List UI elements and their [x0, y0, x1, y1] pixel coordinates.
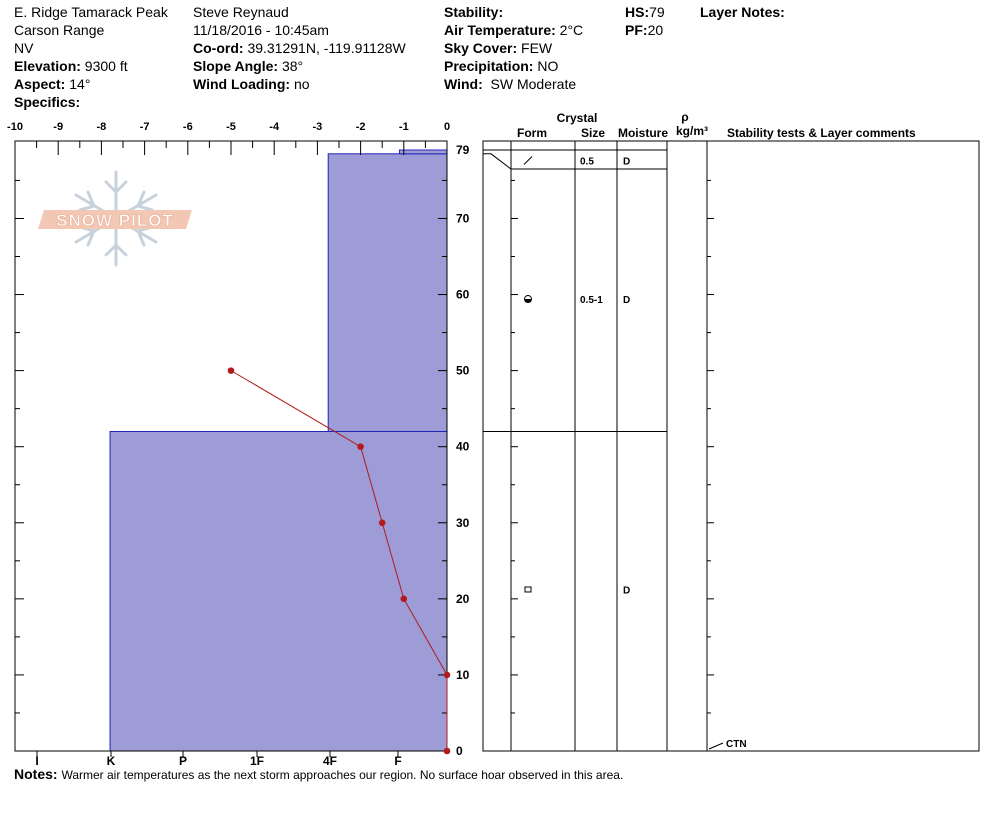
notes-text: Warmer air temperatures as the next stor… — [61, 768, 624, 782]
stability-test-pointer — [708, 742, 724, 750]
hardness-tick-label: F — [394, 754, 401, 768]
depth-tick-label: 60 — [456, 288, 470, 302]
stability-label: Stability: — [444, 4, 504, 20]
depth-tick-label: 30 — [456, 516, 470, 530]
air-temperature: Air Temperature: 2°C — [444, 22, 584, 38]
density-unit-header: kg/m³ — [676, 124, 708, 138]
wind-loading: Wind Loading: no — [193, 76, 310, 92]
layer-size: 0.5 — [580, 157, 594, 168]
wind: Wind: SW Moderate — [444, 76, 577, 92]
observer: Steve Reynaud — [193, 4, 289, 20]
temperature-point — [443, 747, 451, 755]
layer-moisture: D — [623, 157, 630, 168]
layer-size: 0.5-1 — [580, 295, 603, 306]
temperature-point — [443, 671, 451, 679]
temp-tick-label: -6 — [183, 121, 193, 133]
hardness-tick-label: I — [35, 754, 38, 768]
sky-cover: Sky Cover: FEW — [444, 40, 553, 56]
temp-tick-label: -7 — [140, 121, 150, 133]
hardness-layer-bar — [109, 430, 448, 752]
elevation: Elevation: 9300 ft — [14, 58, 128, 74]
rho-header: ρ — [681, 110, 688, 124]
temperature-point — [227, 367, 235, 374]
temp-tick-label: -10 — [7, 121, 23, 133]
temperature-point — [357, 443, 364, 450]
crystal-header: Crystal — [557, 111, 598, 125]
depth-tick-label: 20 — [456, 592, 470, 606]
state: NV — [14, 40, 34, 56]
hardness-tick-label: 1F — [250, 754, 264, 768]
stability-test-label: CTN — [726, 739, 747, 750]
size-header: Size — [581, 126, 605, 140]
hardness-layer-bar — [327, 153, 448, 432]
form-header: Form — [517, 126, 547, 140]
logo-banner — [38, 210, 192, 229]
location: E. Ridge Tamarack Peak — [14, 4, 168, 20]
layer-notes-label: Layer Notes: — [700, 4, 785, 20]
moisture-header: Moisture — [618, 126, 668, 140]
rounded-grain-fill — [524, 299, 532, 303]
depth-tick-label: 50 — [456, 364, 470, 378]
depth-tick-label: 40 — [456, 440, 470, 454]
temperature-line — [230, 370, 448, 751]
hardness-tick-label: 4F — [323, 754, 337, 768]
layer-connector — [483, 153, 512, 170]
table-frame — [482, 140, 980, 752]
height-of-snow: HS:79 — [625, 4, 665, 20]
temp-tick-label: -2 — [356, 121, 366, 133]
notes-label: Notes: — [14, 766, 58, 782]
coordinates: Co-ord: 39.31291N, -119.91128W — [193, 40, 406, 56]
temp-tick-label: -3 — [313, 121, 323, 133]
notes: Notes: Warmer air temperatures as the ne… — [14, 765, 623, 784]
hardness-tick-label: K — [107, 754, 116, 768]
mountain-range: Carson Range — [14, 22, 105, 38]
temp-tick-label: 0 — [444, 121, 450, 133]
hardness-layer-bar — [398, 149, 448, 155]
temp-tick-label: -8 — [97, 121, 107, 133]
datetime: 11/18/2016 - 10:45am — [193, 22, 329, 38]
precipitation: Precipitation: NO — [444, 58, 559, 74]
temp-tick-label: -9 — [53, 121, 63, 133]
logo-text: SNOW PILOT — [56, 211, 174, 230]
slash-icon — [523, 156, 533, 165]
temperature-point — [400, 595, 408, 603]
hardness-tick-label: P — [179, 754, 187, 768]
layer-moisture: D — [623, 585, 630, 596]
temperature-point — [378, 519, 386, 527]
stability-header: Stability tests & Layer comments — [727, 126, 916, 140]
layer-moisture: D — [623, 295, 630, 306]
specifics-label: Specifics: — [14, 94, 81, 110]
depth-tick-label: 10 — [456, 668, 470, 682]
snow-pilot-logo: SNOW PILOT — [38, 170, 192, 267]
melt-form-icon — [524, 586, 532, 593]
temp-tick-label: -5 — [226, 121, 236, 133]
slope-angle: Slope Angle: 38° — [193, 58, 304, 74]
depth-tick-label: 0 — [456, 744, 463, 758]
temp-tick-label: -4 — [269, 121, 280, 133]
penetration-foot: PF:20 — [625, 22, 664, 38]
aspect: Aspect: 14° — [14, 76, 91, 92]
depth-tick-label: 79 — [456, 143, 470, 157]
depth-tick-label: 70 — [456, 211, 470, 225]
temp-tick-label: -1 — [399, 121, 409, 133]
